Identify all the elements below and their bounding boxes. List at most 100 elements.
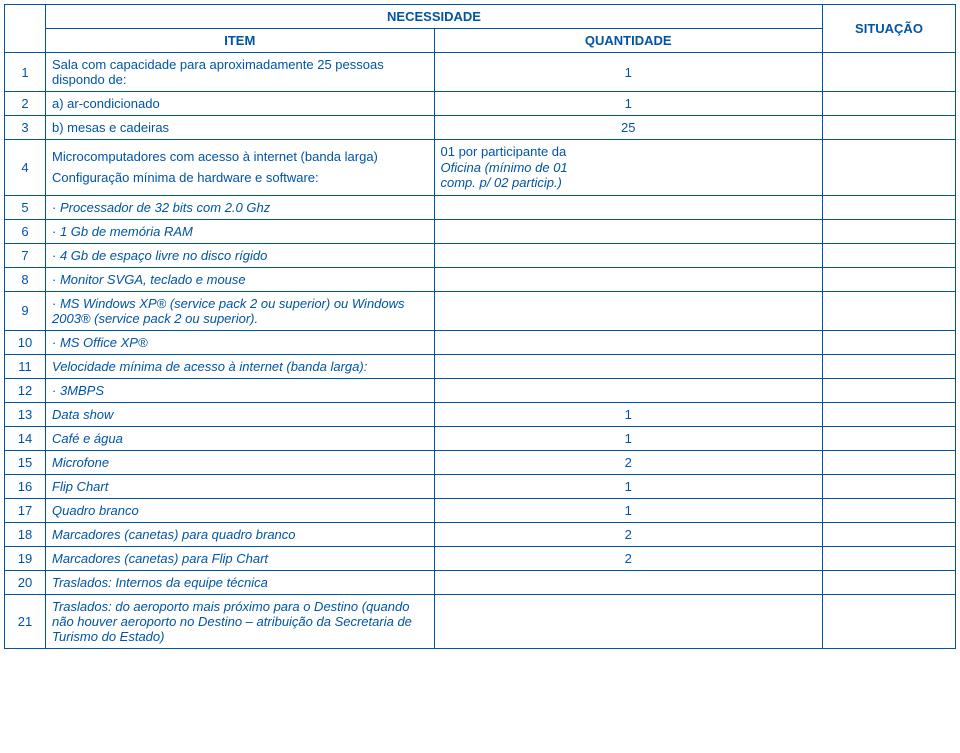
row-situacao: [823, 426, 956, 450]
row-number: 1: [5, 53, 46, 92]
row-number: 14: [5, 426, 46, 450]
table-row: 14Café e água1: [5, 426, 956, 450]
header-row-2: ITEM QUANTIDADE: [5, 29, 956, 53]
header-necessidade: NECESSIDADE: [46, 5, 823, 29]
table-row: 9· MS Windows XP® (service pack 2 ou sup…: [5, 291, 956, 330]
row-situacao: [823, 522, 956, 546]
row-quantity: [434, 378, 823, 402]
row-quantity: [434, 267, 823, 291]
row-quantity: [434, 291, 823, 330]
row-situacao: [823, 53, 956, 92]
row-number: 20: [5, 570, 46, 594]
header-item: ITEM: [46, 29, 435, 53]
row-quantity: 1: [434, 474, 823, 498]
row-situacao: [823, 195, 956, 219]
row-quantity: 2: [434, 450, 823, 474]
table-row: 21Traslados: do aeroporto mais próximo p…: [5, 594, 956, 648]
table-row: 8· Monitor SVGA, teclado e mouse: [5, 267, 956, 291]
table-row: 10· MS Office XP®: [5, 330, 956, 354]
row-number: 11: [5, 354, 46, 378]
row-situacao: [823, 570, 956, 594]
row-number: 3: [5, 116, 46, 140]
row-quantity: [434, 219, 823, 243]
table-row: 7· 4 Gb de espaço livre no disco rígido: [5, 243, 956, 267]
row-situacao: [823, 219, 956, 243]
table-row: 5· Processador de 32 bits com 2.0 Ghz: [5, 195, 956, 219]
row-quantity: 2: [434, 546, 823, 570]
header-situacao: SITUAÇÃO: [823, 5, 956, 53]
row-quantity: [434, 330, 823, 354]
row-item: Sala com capacidade para aproximadamente…: [46, 53, 435, 92]
row-quantity: [434, 570, 823, 594]
row-situacao: [823, 291, 956, 330]
row-quantity: 1: [434, 402, 823, 426]
header-blank: [5, 5, 46, 53]
row-item: Microfone: [46, 450, 435, 474]
row-item: · Processador de 32 bits com 2.0 Ghz: [46, 195, 435, 219]
row-item: · Monitor SVGA, teclado e mouse: [46, 267, 435, 291]
row-number: 4: [5, 140, 46, 196]
table-row: 2a) ar-condicionado1: [5, 92, 956, 116]
row-item: · MS Office XP®: [46, 330, 435, 354]
header-row-1: NECESSIDADE SITUAÇÃO: [5, 5, 956, 29]
row-item: Café e água: [46, 426, 435, 450]
row-item: Microcomputadores com acesso à internet …: [46, 140, 435, 196]
row-situacao: [823, 450, 956, 474]
requirements-table: NECESSIDADE SITUAÇÃO ITEM QUANTIDADE 1Sa…: [4, 4, 956, 649]
table-row: 11Velocidade mínima de acesso à internet…: [5, 354, 956, 378]
table-row: 13Data show1: [5, 402, 956, 426]
row-number: 17: [5, 498, 46, 522]
row-quantity: 1: [434, 498, 823, 522]
row-quantity: 25: [434, 116, 823, 140]
row-item: · 4 Gb de espaço livre no disco rígido: [46, 243, 435, 267]
row-situacao: [823, 402, 956, 426]
row-number: 7: [5, 243, 46, 267]
row-item: Data show: [46, 402, 435, 426]
row-number: 13: [5, 402, 46, 426]
row-item: Marcadores (canetas) para Flip Chart: [46, 546, 435, 570]
table-row: 6· 1 Gb de memória RAM: [5, 219, 956, 243]
row-item: Velocidade mínima de acesso à internet (…: [46, 354, 435, 378]
table-row: 20Traslados: Internos da equipe técnica: [5, 570, 956, 594]
row-item: · 1 Gb de memória RAM: [46, 219, 435, 243]
row-item: b) mesas e cadeiras: [46, 116, 435, 140]
row-situacao: [823, 116, 956, 140]
table-row: 15Microfone2: [5, 450, 956, 474]
row-situacao: [823, 546, 956, 570]
row-situacao: [823, 92, 956, 116]
row-quantity: 1: [434, 53, 823, 92]
row-number: 18: [5, 522, 46, 546]
row-number: 6: [5, 219, 46, 243]
row-item: · MS Windows XP® (service pack 2 ou supe…: [46, 291, 435, 330]
row-number: 5: [5, 195, 46, 219]
row-quantity: 1: [434, 426, 823, 450]
row-number: 9: [5, 291, 46, 330]
row-item: Quadro branco: [46, 498, 435, 522]
row-situacao: [823, 594, 956, 648]
row-item: · 3MBPS: [46, 378, 435, 402]
row-quantity: [434, 195, 823, 219]
table-row: 1Sala com capacidade para aproximadament…: [5, 53, 956, 92]
row-situacao: [823, 354, 956, 378]
table-row: 4Microcomputadores com acesso à internet…: [5, 140, 956, 196]
row-number: 2: [5, 92, 46, 116]
row-number: 12: [5, 378, 46, 402]
table-row: 16Flip Chart1: [5, 474, 956, 498]
table-row: 12· 3MBPS: [5, 378, 956, 402]
row-situacao: [823, 498, 956, 522]
table-row: 3b) mesas e cadeiras25: [5, 116, 956, 140]
row-number: 8: [5, 267, 46, 291]
row-quantity: [434, 594, 823, 648]
row-number: 15: [5, 450, 46, 474]
row-item: Traslados: do aeroporto mais próximo par…: [46, 594, 435, 648]
row-quantity: 01 por participante daOficina (mínimo de…: [434, 140, 823, 196]
row-situacao: [823, 267, 956, 291]
row-item: a) ar-condicionado: [46, 92, 435, 116]
table-row: 18Marcadores (canetas) para quadro branc…: [5, 522, 956, 546]
row-number: 21: [5, 594, 46, 648]
row-quantity: 2: [434, 522, 823, 546]
row-situacao: [823, 378, 956, 402]
row-quantity: 1: [434, 92, 823, 116]
row-number: 16: [5, 474, 46, 498]
row-number: 10: [5, 330, 46, 354]
